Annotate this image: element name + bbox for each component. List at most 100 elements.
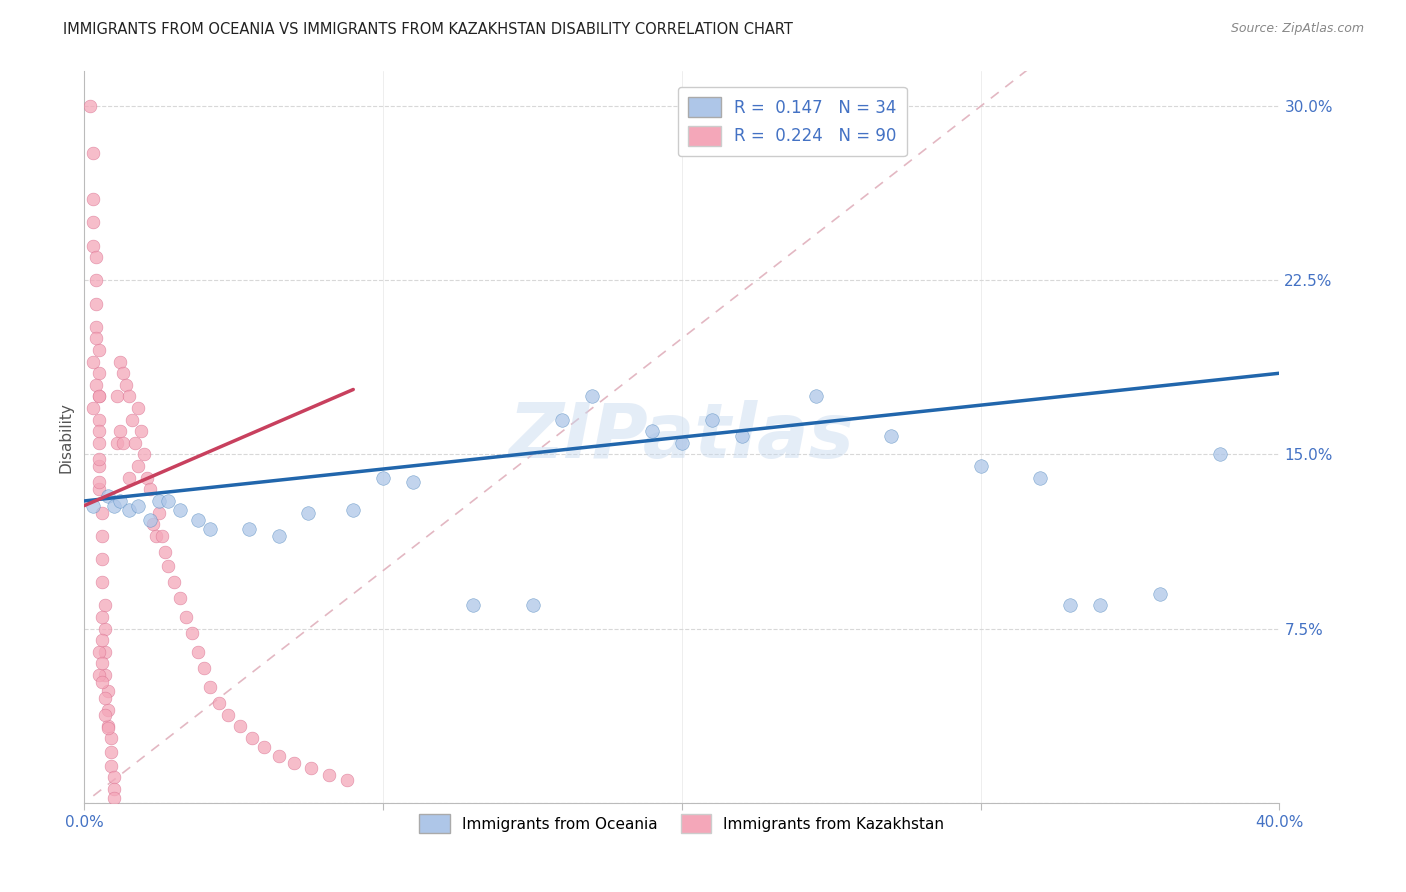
- Point: [880, 429, 903, 443]
- Point: [91, 506, 114, 520]
- Point: [97, 684, 120, 698]
- Point: [240, 731, 263, 745]
- Point: [198, 522, 221, 536]
- Point: [110, 424, 132, 438]
- Point: [267, 749, 290, 764]
- Point: [100, 745, 122, 759]
- Point: [139, 512, 162, 526]
- Point: [641, 424, 664, 438]
- Point: [139, 483, 162, 497]
- Point: [86, 250, 108, 264]
- Text: IMMIGRANTS FROM OCEANIA VS IMMIGRANTS FROM KAZAKHSTAN DISABILITY CORRELATION CHA: IMMIGRANTS FROM OCEANIA VS IMMIGRANTS FR…: [63, 22, 793, 37]
- Point: [181, 626, 204, 640]
- Legend: Immigrants from Oceania, Immigrants from Kazakhstan: Immigrants from Oceania, Immigrants from…: [413, 808, 950, 839]
- Point: [1029, 471, 1052, 485]
- Point: [112, 366, 135, 380]
- Point: [198, 680, 221, 694]
- Point: [86, 273, 108, 287]
- Point: [342, 503, 364, 517]
- Point: [105, 436, 128, 450]
- Point: [103, 781, 125, 796]
- Point: [127, 401, 149, 415]
- Point: [118, 389, 141, 403]
- Point: [731, 429, 754, 443]
- Point: [700, 412, 723, 426]
- Point: [1090, 599, 1112, 613]
- Point: [671, 436, 693, 450]
- Point: [238, 522, 260, 536]
- Point: [121, 412, 143, 426]
- Point: [89, 389, 111, 403]
- Point: [82, 499, 104, 513]
- Point: [136, 471, 159, 485]
- Text: Source: ZipAtlas.com: Source: ZipAtlas.com: [1230, 22, 1364, 36]
- Point: [91, 633, 114, 648]
- Point: [187, 645, 209, 659]
- Point: [94, 691, 117, 706]
- Point: [115, 377, 138, 392]
- Point: [86, 319, 108, 334]
- Point: [132, 448, 156, 462]
- Point: [110, 494, 132, 508]
- Point: [91, 575, 114, 590]
- Point: [301, 761, 323, 775]
- Point: [91, 610, 114, 624]
- Point: [82, 238, 104, 252]
- Point: [169, 503, 191, 517]
- Point: [91, 675, 114, 690]
- Point: [89, 389, 111, 403]
- Point: [157, 494, 180, 508]
- Point: [373, 471, 395, 485]
- Point: [1209, 448, 1232, 462]
- Point: [217, 707, 239, 722]
- Point: [89, 645, 111, 659]
- Point: [89, 475, 111, 490]
- Point: [228, 719, 252, 733]
- Point: [157, 558, 180, 573]
- Point: [118, 471, 141, 485]
- Point: [86, 296, 108, 310]
- Point: [94, 707, 117, 722]
- Point: [267, 529, 290, 543]
- Point: [318, 768, 340, 782]
- Point: [174, 610, 197, 624]
- Point: [148, 494, 170, 508]
- Point: [89, 452, 111, 467]
- Point: [142, 517, 165, 532]
- Point: [127, 499, 149, 513]
- Point: [1149, 587, 1171, 601]
- Point: [94, 599, 117, 613]
- Point: [145, 529, 167, 543]
- Point: [97, 489, 120, 503]
- Point: [127, 459, 149, 474]
- Point: [89, 483, 111, 497]
- Point: [124, 436, 146, 450]
- Point: [89, 343, 111, 357]
- Point: [94, 645, 117, 659]
- Point: [100, 731, 122, 745]
- Point: [336, 772, 359, 787]
- Point: [97, 703, 120, 717]
- Point: [97, 719, 120, 733]
- Point: [118, 503, 141, 517]
- Point: [89, 668, 111, 682]
- Text: ZIPatlas: ZIPatlas: [509, 401, 855, 474]
- Point: [169, 591, 191, 606]
- Point: [153, 545, 176, 559]
- Point: [82, 401, 104, 415]
- Point: [94, 668, 117, 682]
- Point: [253, 740, 276, 755]
- Point: [402, 475, 425, 490]
- Point: [522, 599, 544, 613]
- Point: [105, 389, 128, 403]
- Point: [86, 331, 108, 345]
- Point: [283, 756, 305, 771]
- Point: [82, 145, 104, 160]
- Point: [163, 575, 186, 590]
- Point: [82, 354, 104, 368]
- Point: [581, 389, 603, 403]
- Point: [82, 215, 104, 229]
- Point: [91, 529, 114, 543]
- Point: [89, 424, 111, 438]
- Point: [297, 506, 319, 520]
